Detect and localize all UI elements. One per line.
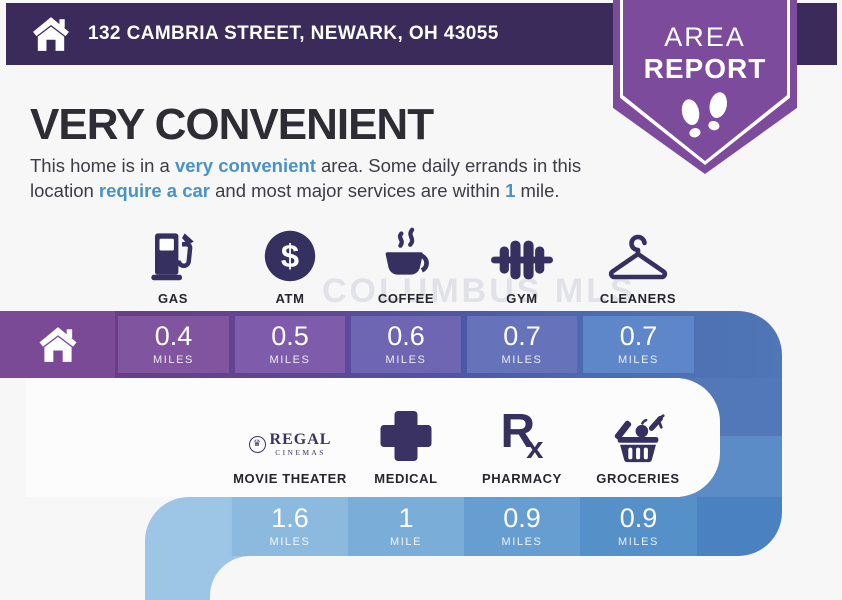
distance-cell-groceries: 0.9 MILES	[580, 497, 697, 556]
distance-unit: MILES	[501, 354, 543, 366]
distance-value: 1.6	[271, 503, 309, 533]
distance-value: 1	[398, 503, 414, 533]
poi-label: COFFEE	[377, 291, 435, 306]
distance-unit: MILES	[617, 354, 659, 366]
poi-atm: $ ATM	[230, 222, 350, 306]
medical-cross-icon	[346, 402, 466, 464]
distance-unit: MILES	[385, 354, 427, 366]
property-address: 132 CAMBRIA STREET, NEWARK, OH 43055	[88, 23, 499, 44]
poi-movie-theater: ♛ REGAL CINEMAS MOVIE THEATER	[230, 402, 350, 486]
distance-unit: MILES	[501, 536, 543, 548]
distance-value: 0.9	[619, 503, 658, 533]
accent-one: 1	[505, 180, 516, 202]
ribbon-title-area: AREA	[664, 22, 746, 52]
coffee-cup-icon	[346, 222, 466, 284]
distance-cell-gas: 0.4 MILES	[118, 316, 229, 373]
regal-cinemas-logo: ♛ REGAL CINEMAS	[230, 402, 350, 464]
atm-dollar-icon: $	[230, 222, 350, 284]
accent-require-a-car: require a car	[98, 180, 210, 202]
distance-value: 0.4	[154, 321, 193, 351]
poi-label: ATM	[275, 291, 305, 306]
distance-value: 0.5	[271, 321, 309, 351]
distance-unit: MILE	[389, 536, 423, 548]
distance-cell-cleaners: 0.7 MILES	[583, 316, 694, 373]
band-home-cell	[0, 311, 115, 378]
distance-band-1: 0.4 MILES 0.5 MILES 0.6 MILES 0.7 MILES …	[0, 311, 782, 378]
distance-cell-movie-theater: 1.6 MILES	[232, 497, 348, 556]
poi-cleaners: CLEANERS	[578, 222, 698, 306]
grocery-basket-icon	[578, 402, 698, 464]
area-report-ribbon: AREA REPORT	[613, 0, 797, 174]
distance-unit: MILES	[269, 536, 311, 548]
distance-band-2: 1.6 MILES 1 MILE 0.9 MILES 0.9 MILES	[145, 497, 782, 556]
distance-value: 0.7	[503, 321, 541, 351]
home-icon	[39, 327, 76, 362]
page-description: This home is in a very convenient area. …	[30, 155, 582, 202]
poi-label: MOVIE THEATER	[233, 471, 347, 486]
ribbon-title-report: REPORT	[643, 53, 767, 84]
regal-crown-emblem: ♛	[248, 435, 266, 453]
distance-cell-coffee: 0.6 MILES	[351, 316, 461, 373]
home-icon	[33, 17, 69, 51]
poi-label: CLEANERS	[599, 291, 677, 306]
mls-watermark: COLUMBUS MLS	[322, 272, 636, 310]
distance-unit: MILES	[269, 354, 311, 366]
poi-label: MEDICAL	[374, 471, 438, 486]
poi-label: GYM	[506, 291, 538, 306]
poi-gym: GYM	[462, 222, 582, 306]
poi-label: GAS	[158, 291, 188, 306]
poi-label: PHARMACY	[482, 471, 562, 486]
svg-text:$: $	[281, 237, 299, 274]
distance-cell-gym: 0.7 MILES	[467, 316, 577, 373]
distance-unit: MILES	[617, 536, 659, 548]
footprints-icon	[613, 91, 797, 148]
poi-groceries: GROCERIES	[578, 402, 698, 486]
poi-gas: GAS	[113, 222, 233, 306]
distance-cell-pharmacy: 0.9 MILES	[464, 497, 580, 556]
page-title: VERY CONVENIENT	[30, 100, 434, 149]
distance-cell-medical: 1 MILE	[348, 497, 464, 556]
distance-value: 0.7	[619, 321, 658, 351]
poi-label: GROCERIES	[596, 471, 680, 486]
gas-pump-icon	[113, 222, 233, 284]
distance-unit: MILES	[152, 354, 194, 366]
accent-very-convenient: very convenient	[174, 155, 316, 176]
distance-value: 0.6	[387, 321, 425, 351]
hanger-icon	[578, 222, 698, 284]
distance-value: 0.9	[503, 503, 541, 533]
poi-medical: MEDICAL	[346, 402, 466, 486]
distance-cell-atm: 0.5 MILES	[235, 316, 345, 373]
poi-coffee: COFFEE	[346, 222, 466, 306]
dumbbell-icon	[462, 222, 582, 284]
row2-panel	[26, 378, 720, 497]
